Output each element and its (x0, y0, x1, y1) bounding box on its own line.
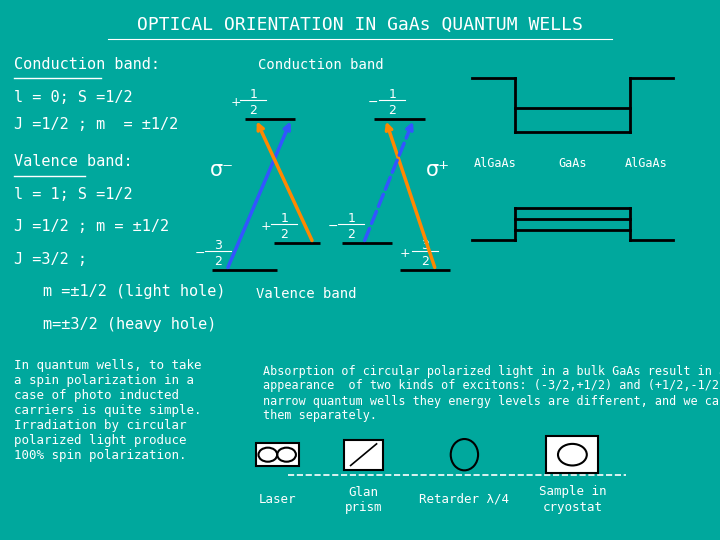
Text: 1: 1 (250, 88, 257, 101)
Text: 2: 2 (421, 255, 428, 268)
Text: 2: 2 (250, 104, 257, 117)
Text: Valence band: Valence band (256, 287, 356, 301)
Bar (256, 443, 299, 466)
Text: l = 1; S =1/2: l = 1; S =1/2 (14, 187, 133, 202)
Text: Laser: Laser (258, 493, 296, 506)
Text: σ⁺: σ⁺ (426, 160, 450, 180)
Text: In quantum wells, to take
a spin polarization in a
case of photo inducted
carrie: In quantum wells, to take a spin polariz… (14, 359, 202, 462)
Bar (344, 440, 383, 469)
Text: Sample in
cryostat: Sample in cryostat (539, 485, 606, 514)
Text: J =3/2 ;: J =3/2 ; (14, 252, 87, 267)
Text: −: − (368, 96, 378, 109)
Text: Glan
prism: Glan prism (345, 485, 382, 514)
Text: J =1/2 ; m = ±1/2: J =1/2 ; m = ±1/2 (14, 219, 169, 234)
Text: 3: 3 (421, 239, 428, 252)
Text: AlGaAs: AlGaAs (625, 157, 668, 170)
Text: m =±1/2 (light hole): m =±1/2 (light hole) (43, 284, 225, 299)
Text: Retarder λ/4: Retarder λ/4 (419, 493, 510, 506)
Text: σ⁻: σ⁻ (210, 160, 234, 180)
Text: m=±3/2 (heavy hole): m=±3/2 (heavy hole) (43, 316, 217, 332)
Text: 2: 2 (281, 228, 288, 241)
Bar (546, 436, 598, 473)
Text: J =1/2 ; m  = ±1/2: J =1/2 ; m = ±1/2 (14, 117, 179, 132)
Text: 1: 1 (348, 212, 355, 225)
Text: +: + (261, 220, 271, 233)
Text: l = 0; S =1/2: l = 0; S =1/2 (14, 90, 133, 105)
Text: 1: 1 (389, 88, 396, 101)
Text: GaAs: GaAs (558, 157, 587, 170)
Text: −: − (195, 247, 205, 260)
Text: 2: 2 (389, 104, 396, 117)
Text: 2: 2 (348, 228, 355, 241)
Text: Valence band:: Valence band: (14, 154, 133, 170)
Text: Absorption of circular polarized light in a bulk GaAs result in an
appearance  o: Absorption of circular polarized light i… (263, 364, 720, 422)
Text: Conduction band:: Conduction band: (14, 57, 161, 72)
Text: Conduction band: Conduction band (258, 58, 383, 72)
Text: 3: 3 (215, 239, 222, 252)
Text: +: + (230, 96, 240, 109)
Text: 2: 2 (215, 255, 222, 268)
Text: −: − (328, 220, 338, 233)
Text: OPTICAL ORIENTATION IN GaAs QUANTUM WELLS: OPTICAL ORIENTATION IN GaAs QUANTUM WELL… (137, 16, 583, 35)
Text: AlGaAs: AlGaAs (474, 157, 517, 170)
Text: 1: 1 (281, 212, 288, 225)
Text: +: + (400, 247, 410, 260)
